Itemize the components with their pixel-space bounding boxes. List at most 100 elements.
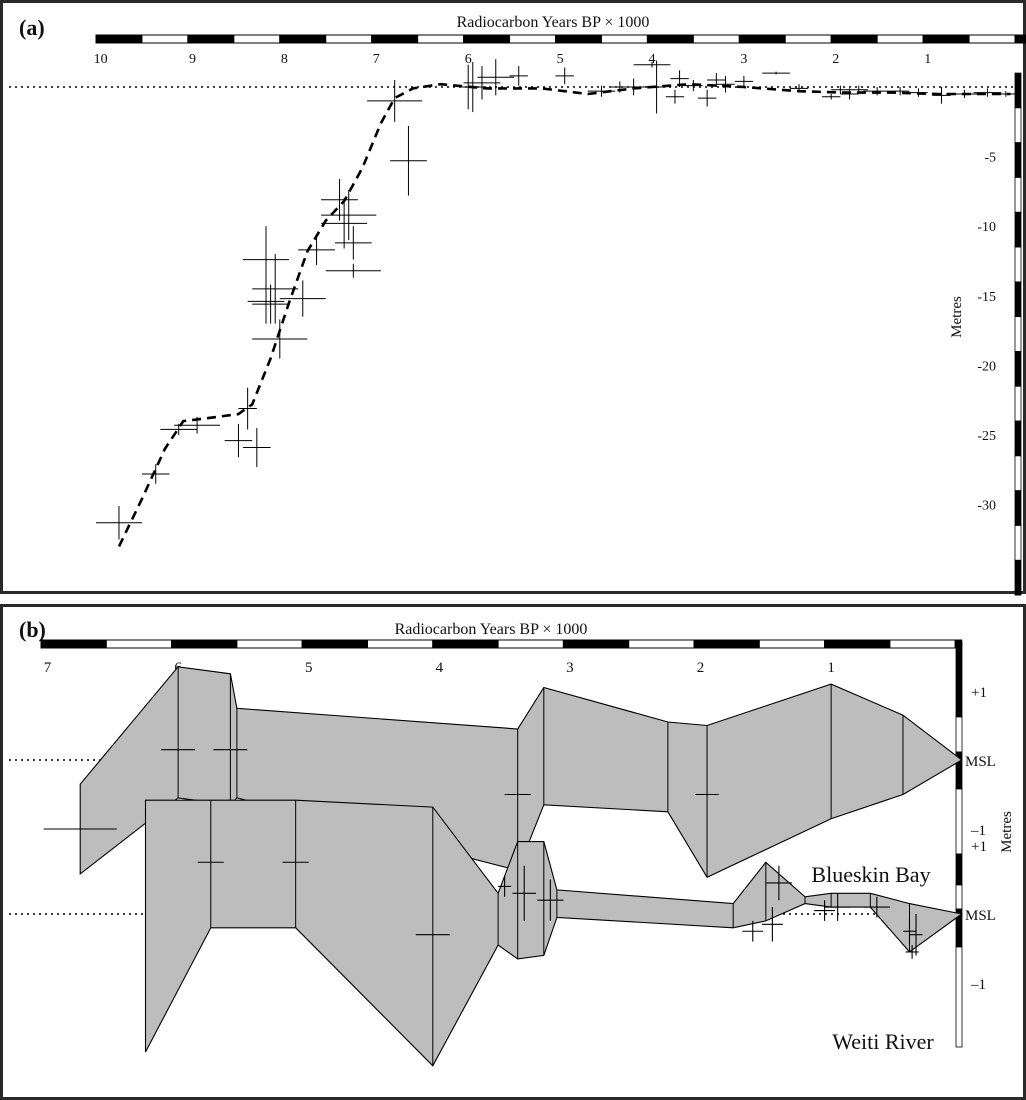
data-point-cross [298,234,335,266]
data-point-cross [321,178,358,221]
x-scale-segment [824,639,891,649]
y-scale-segment [1014,107,1022,144]
y-scale-segment [1014,351,1022,387]
sea-level-chart-a: Radiocarbon Years BP × 1000 10 9 8 7 6 5 4 3 2 1 -5… [9,14,1026,596]
x-tick-label: 5 [305,660,313,676]
data-point-cross [909,914,923,956]
data-point-cross [498,876,512,897]
x-scale-segment [40,639,107,649]
y-tick-label: -10 [977,220,996,235]
data-point-cross [765,865,792,901]
y-scale-segment [1014,490,1022,526]
series-label-weiti-river: Weiti River [832,1029,934,1054]
y-scale-segment [955,641,963,718]
data-point-cross [367,80,423,122]
data-point-cross [761,907,783,942]
series-label-blueskin-bay: Blueskin Bay [811,862,930,887]
x-tick-label: 10 [94,52,108,67]
x-scale-segment [784,34,832,44]
y-scale-segment [1014,177,1022,213]
data-point-cross [334,226,372,260]
y-axis-title: Metres [999,811,1015,853]
data-point-cross [243,428,271,468]
data-point-cross [463,66,501,100]
data-point-cross [890,87,910,96]
x-tick-label: 6 [465,52,472,67]
x-scale-segment [236,639,303,649]
x-scale-segment [693,639,760,649]
x-scale-segment [325,34,373,44]
panel-label-a: (a) [19,15,45,40]
y-tick-label: MSL [965,754,996,770]
y-scale-segment [1014,72,1022,109]
panel-a: (a) Radiocarbon Years BP × 1000 10 9 8 7 6 5 4 3… [0,0,1026,596]
data-point-cross [973,88,1002,97]
x-scale-segment [628,639,695,649]
y-tick-label: -20 [977,359,996,374]
x-scale-segment [509,34,556,44]
y-tick-label: –1 [970,823,986,839]
x-scale-segment [968,34,1016,44]
x-tick-label: 2 [697,660,705,676]
x-scale-segment [562,639,630,649]
data-point-cross [762,71,790,75]
data-point-cross [555,67,574,85]
x-scale-segment [367,639,434,649]
data-point-cross [252,254,299,324]
x-scale-segment [758,639,826,649]
data-point-cross [243,226,289,294]
x-scale-segment [233,34,281,44]
data-point-cross [537,879,564,921]
envelope-weiti-river [144,799,964,1067]
x-scale-segment [141,34,189,44]
x-tick-label: 9 [189,52,196,67]
data-point-cross [822,93,841,100]
x-scale-segment [692,34,740,44]
x-scale-segment [105,639,173,649]
data-point-cross [96,505,142,540]
x-tick-label: 3 [566,660,574,676]
x-tick-label: 3 [740,52,747,67]
y-scale-segment [955,884,963,910]
x-scale-segment [279,34,327,44]
y-scale-segment [1014,455,1022,492]
data-point-cross [902,917,917,946]
panel-label-b: (b) [19,617,46,642]
data-point-cross [863,87,891,96]
x-tick-label: 7 [373,52,380,67]
x-scale-segment [889,639,956,649]
y-scale-segment [955,853,963,886]
y-tick-label: -30 [977,499,996,514]
x-scale-segment [646,34,694,44]
x-tick-label: 1 [924,52,931,67]
x-scale-segment [171,639,238,649]
data-point-cross [734,75,754,87]
y-scale-segment [1014,281,1022,318]
x-tick-label: 8 [281,52,288,67]
data-point-cross [390,125,427,196]
y-tick-label: +1 [971,685,987,701]
y-tick-label: -5 [984,151,996,166]
panel-b: (b) Radiocarbon Years BP × 10007654321+1… [0,604,1026,1100]
data-point-cross [509,66,528,86]
data-point-cross [252,319,308,359]
data-point-cross [716,75,735,93]
y-scale-segment [1014,420,1022,457]
x-scale-segment [187,34,235,44]
x-axis-title: Radiocarbon Years BP × 1000 [395,621,588,638]
y-scale-segment [955,946,963,1048]
y-tick-label: MSL [965,908,996,924]
y-tick-label: -25 [977,429,996,444]
data-point-cross [512,865,536,921]
data-point-cross [325,263,381,278]
x-scale-segment [95,34,143,44]
y-scale-segment [1014,316,1022,352]
data-point-cross [824,893,851,921]
y-scale-segment [1014,246,1022,283]
y-scale-segment [1014,211,1022,248]
data-point-cross [863,896,890,918]
data-point-cross [619,78,648,96]
y-tick-label: -15 [977,290,996,305]
x-scale-segment [738,34,786,44]
x-scale-segment [922,34,970,44]
